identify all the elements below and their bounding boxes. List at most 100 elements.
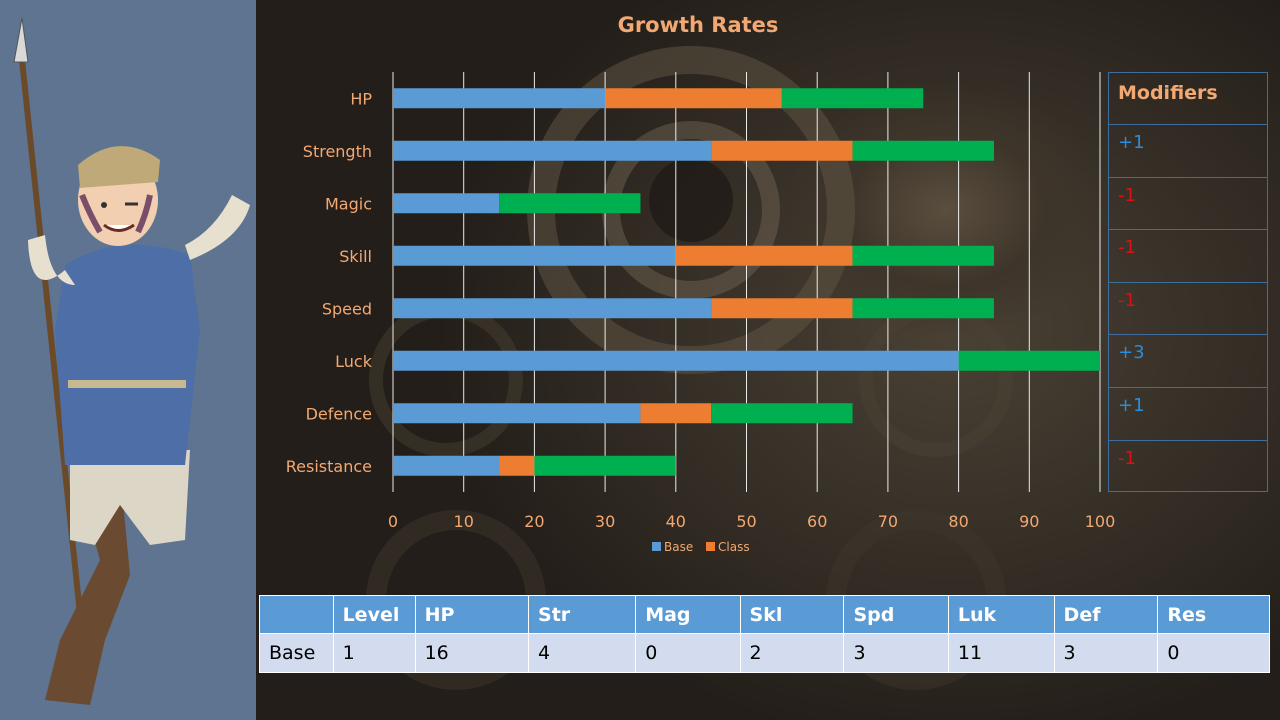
bar-resistance-base xyxy=(393,455,500,476)
stats-header-cell: HP xyxy=(414,595,530,634)
bar-luck-series-3 xyxy=(958,350,1100,371)
trousers xyxy=(70,450,190,545)
chart-gridlines xyxy=(392,72,1101,492)
x-tick-label: 80 xyxy=(948,512,968,531)
bar-speed-base xyxy=(393,298,712,319)
bar-magic-series-3 xyxy=(499,193,641,214)
boots xyxy=(45,470,130,705)
legend-base-swatch xyxy=(652,542,661,551)
x-tick-label: 50 xyxy=(736,512,756,531)
bar-skill-base xyxy=(393,245,676,266)
chart-bars xyxy=(393,88,1100,476)
chart-legend[interactable]: Base Class xyxy=(652,540,750,554)
character-portrait xyxy=(13,17,250,705)
stats-header-cell: Res xyxy=(1157,595,1270,634)
stats-base-row: Base 1 16 4 0 2 3 11 3 0 xyxy=(259,633,1270,673)
category-label-strength: Strength xyxy=(303,142,372,161)
bar-resistance-series-3 xyxy=(534,455,676,476)
bar-speed-series-3 xyxy=(852,298,994,319)
x-tick-label: 30 xyxy=(595,512,615,531)
hair xyxy=(79,193,153,234)
bar-speed-class xyxy=(711,298,853,319)
bar-luck-base xyxy=(393,350,959,371)
category-label-hp: HP xyxy=(350,89,372,108)
x-tick-label: 100 xyxy=(1085,512,1116,531)
eye xyxy=(101,202,107,208)
category-label-magic: Magic xyxy=(325,194,372,213)
bar-strength-base xyxy=(393,140,712,161)
category-label-speed: Speed xyxy=(322,299,372,318)
category-labels: HP Strength Magic Skill Speed Luck Defence Resi… xyxy=(286,89,373,476)
spear-arm xyxy=(28,235,75,285)
x-tick-label: 40 xyxy=(666,512,686,531)
stats-cell: 3 xyxy=(1053,633,1159,673)
stats-header-cell: Skl xyxy=(739,595,845,634)
bar-defence-base xyxy=(393,403,641,424)
bar-skill-series-3 xyxy=(852,245,994,266)
stats-cell: 3 xyxy=(843,633,949,673)
hat xyxy=(78,146,160,188)
modifiers-header: Modifiers xyxy=(1109,73,1267,125)
bar-resistance-class xyxy=(499,455,535,476)
stats-header-row: Level HP Str Mag Skl Spd Luk Def Res xyxy=(259,595,1270,634)
legend-base-label: Base xyxy=(664,540,693,554)
x-axis-tick-labels: 0 10 20 30 40 50 60 70 80 90 100 xyxy=(388,512,1115,531)
tunic xyxy=(55,244,200,465)
category-label-luck: Luck xyxy=(335,352,373,371)
stats-header-cell: Mag xyxy=(635,595,741,634)
x-tick-label: 20 xyxy=(524,512,544,531)
x-tick-label: 90 xyxy=(1019,512,1039,531)
stats-header-cell: Luk xyxy=(947,595,1055,634)
x-tick-label: 60 xyxy=(807,512,827,531)
modifier-value: -1 xyxy=(1109,283,1267,336)
chart-title: Growth Rates xyxy=(617,13,779,37)
stats-cell: 0 xyxy=(1157,633,1270,673)
bar-hp-class xyxy=(605,88,782,109)
stats-cell: 2 xyxy=(739,633,845,673)
modifiers-list: +1 -1 -1 -1 +3 +1 -1 xyxy=(1109,125,1267,493)
raised-arm xyxy=(185,195,250,260)
x-tick-label: 10 xyxy=(454,512,474,531)
stats-header-cell: Str xyxy=(528,595,637,634)
modifier-value: +1 xyxy=(1109,125,1267,178)
background-eye xyxy=(649,158,733,242)
stats-cell: 0 xyxy=(635,633,741,673)
bar-defence-class xyxy=(640,403,712,424)
bar-strength-series-3 xyxy=(852,140,994,161)
stats-cell: 4 xyxy=(528,633,637,673)
bar-magic-base xyxy=(393,193,500,214)
x-tick-label: 70 xyxy=(878,512,898,531)
bar-skill-class xyxy=(675,245,853,266)
modifiers-panel: Modifiers +1 -1 -1 -1 +3 +1 -1 xyxy=(1108,72,1268,492)
modifier-value: -1 xyxy=(1109,178,1267,231)
smile xyxy=(103,223,135,232)
modifier-value: -1 xyxy=(1118,447,1136,469)
bar-defence-series-3 xyxy=(711,403,853,424)
stats-cell: Base xyxy=(259,633,334,673)
stats-header-cell xyxy=(259,595,334,634)
stats-header-cell: Def xyxy=(1053,595,1159,634)
stats-cell: 11 xyxy=(947,633,1055,673)
category-label-defence: Defence xyxy=(306,404,372,423)
stats-header-cell: Level xyxy=(332,595,416,634)
spear-tip xyxy=(13,17,29,63)
bar-hp-series-3 xyxy=(781,88,924,109)
x-tick-label: 0 xyxy=(388,512,398,531)
modifier-value: -1 xyxy=(1109,230,1267,283)
spear-shaft xyxy=(19,59,91,691)
character-portrait-panel xyxy=(0,0,256,720)
stats-header-cell: Spd xyxy=(843,595,949,634)
legend-class-swatch xyxy=(706,542,715,551)
modifier-value: +3 xyxy=(1109,335,1267,388)
belt xyxy=(68,380,186,388)
bar-strength-class xyxy=(711,140,853,161)
stats-cell: 16 xyxy=(414,633,530,673)
category-label-skill: Skill xyxy=(339,247,372,266)
legend-class-label: Class xyxy=(718,540,750,554)
category-label-resistance: Resistance xyxy=(286,457,372,476)
stats-cell: 1 xyxy=(332,633,416,673)
modifier-value: +1 xyxy=(1109,388,1267,441)
base-stats-table: Level HP Str Mag Skl Spd Luk Def Res Base 1 16 4 0 2 3… xyxy=(259,595,1270,673)
bar-hp-base xyxy=(393,88,606,109)
